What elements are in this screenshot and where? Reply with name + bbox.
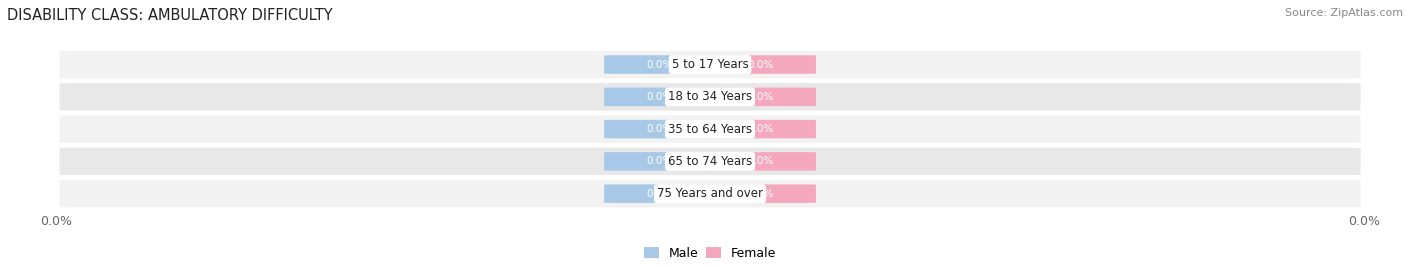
- FancyBboxPatch shape: [706, 55, 815, 74]
- FancyBboxPatch shape: [59, 115, 1361, 143]
- Text: 35 to 64 Years: 35 to 64 Years: [668, 123, 752, 136]
- Text: 0.0%: 0.0%: [647, 124, 672, 134]
- Text: 75 Years and over: 75 Years and over: [657, 187, 763, 200]
- FancyBboxPatch shape: [706, 185, 815, 203]
- Text: 0.0%: 0.0%: [647, 92, 672, 102]
- FancyBboxPatch shape: [59, 51, 1361, 78]
- FancyBboxPatch shape: [605, 185, 714, 203]
- FancyBboxPatch shape: [605, 152, 714, 171]
- FancyBboxPatch shape: [706, 152, 815, 171]
- FancyBboxPatch shape: [59, 180, 1361, 207]
- Text: 18 to 34 Years: 18 to 34 Years: [668, 90, 752, 103]
- Text: 0.0%: 0.0%: [647, 189, 672, 199]
- Text: 65 to 74 Years: 65 to 74 Years: [668, 155, 752, 168]
- FancyBboxPatch shape: [59, 148, 1361, 175]
- Legend: Male, Female: Male, Female: [638, 242, 782, 265]
- FancyBboxPatch shape: [706, 88, 815, 106]
- Text: 0.0%: 0.0%: [748, 189, 773, 199]
- Text: DISABILITY CLASS: AMBULATORY DIFFICULTY: DISABILITY CLASS: AMBULATORY DIFFICULTY: [7, 8, 333, 23]
- FancyBboxPatch shape: [605, 120, 714, 138]
- FancyBboxPatch shape: [605, 88, 714, 106]
- Text: 0.0%: 0.0%: [748, 59, 773, 70]
- Text: 0.0%: 0.0%: [647, 156, 672, 167]
- Text: 5 to 17 Years: 5 to 17 Years: [672, 58, 748, 71]
- Text: 0.0%: 0.0%: [647, 59, 672, 70]
- Text: 0.0%: 0.0%: [748, 92, 773, 102]
- FancyBboxPatch shape: [59, 83, 1361, 111]
- FancyBboxPatch shape: [706, 120, 815, 138]
- Text: 0.0%: 0.0%: [748, 156, 773, 167]
- Text: Source: ZipAtlas.com: Source: ZipAtlas.com: [1285, 8, 1403, 18]
- FancyBboxPatch shape: [605, 55, 714, 74]
- Text: 0.0%: 0.0%: [748, 124, 773, 134]
